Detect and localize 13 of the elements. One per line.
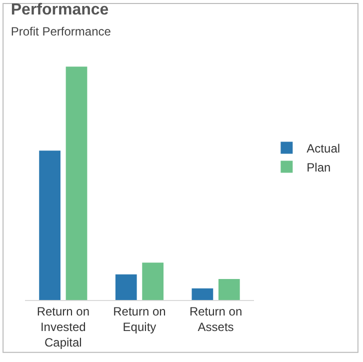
chart-title: Performance — [10, 1, 109, 18]
bar — [115, 274, 137, 300]
x-tick-label: Return on Invested Capital — [36, 304, 90, 350]
chart-subtitle: Profit Performance — [10, 24, 112, 38]
legend-label: Actual — [306, 141, 340, 156]
bar — [39, 150, 60, 300]
x-tick-label: Return on Assets — [189, 304, 242, 334]
bar — [192, 288, 214, 300]
legend-label: Plan — [306, 160, 331, 174]
bar — [66, 66, 88, 300]
bar — [218, 279, 240, 300]
bar — [142, 262, 164, 300]
x-tick-label: Return on Equity — [113, 304, 166, 334]
